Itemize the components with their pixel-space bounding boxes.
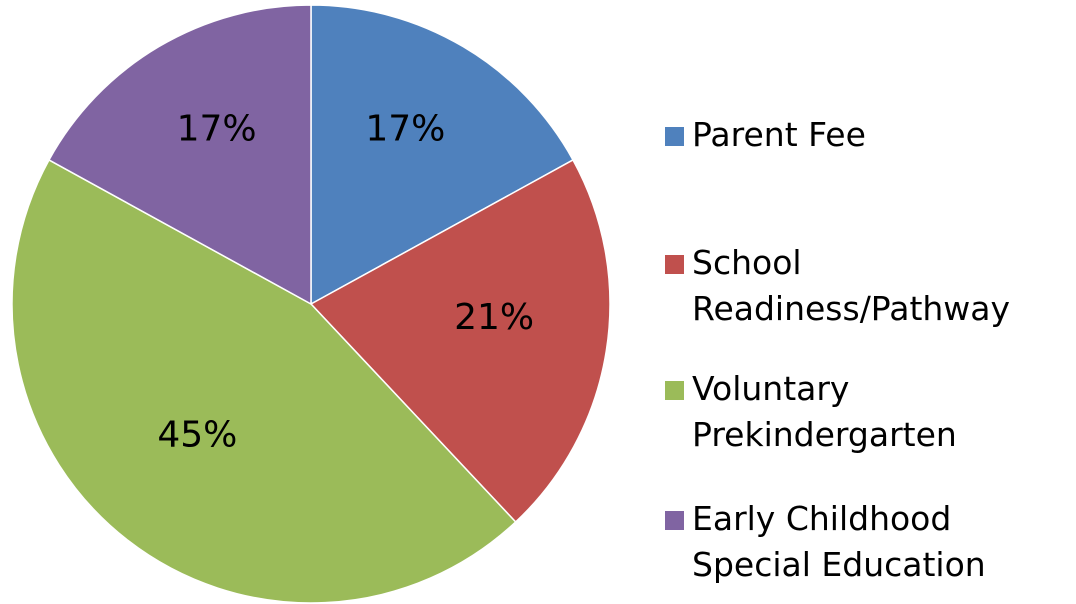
legend-swatch	[665, 381, 684, 400]
pie-slice	[11, 158, 517, 604]
pie-slice	[47, 4, 312, 306]
legend-item: School Readiness/Pathway	[665, 240, 1065, 332]
data-label: 21%	[454, 297, 534, 338]
legend-label: Voluntary Prekindergarten	[692, 369, 957, 454]
pie-chart: 17% 21% 45% 17%	[11, 4, 611, 604]
legend-swatch	[665, 127, 684, 146]
pie-slice	[310, 4, 575, 306]
legend-label: Parent Fee	[692, 115, 866, 154]
legend-item: Voluntary Prekindergarten	[665, 366, 1065, 458]
legend-label: Early Childhood Special Education	[692, 499, 986, 584]
data-label: 45%	[157, 414, 237, 455]
legend-item: Early Childhood Special Education	[665, 496, 1065, 588]
legend-swatch	[665, 255, 684, 274]
data-label: 17%	[365, 108, 445, 149]
pie-slice	[309, 158, 611, 524]
data-label: 17%	[177, 108, 257, 149]
legend-label: School Readiness/Pathway	[692, 243, 1011, 328]
legend-swatch	[665, 511, 684, 530]
legend-item: Parent Fee	[665, 112, 1065, 158]
